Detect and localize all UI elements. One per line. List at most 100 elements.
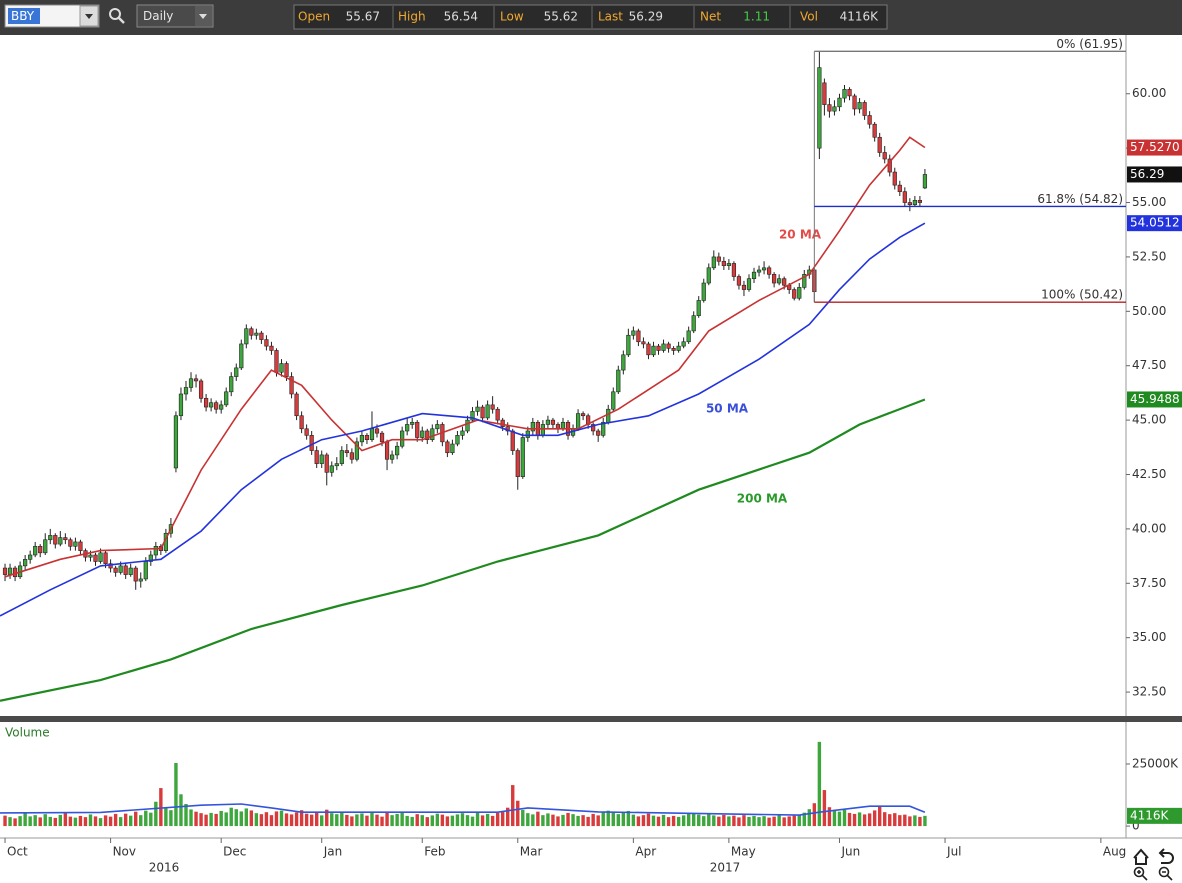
volume-bar bbox=[199, 813, 203, 827]
panel-separator bbox=[0, 716, 1182, 722]
candle-body bbox=[279, 363, 284, 373]
x-tick-label: Mar bbox=[520, 845, 543, 859]
candle-body bbox=[681, 341, 686, 347]
volume-bar bbox=[717, 816, 721, 827]
home-button[interactable] bbox=[1133, 848, 1149, 865]
candle-body bbox=[23, 559, 28, 567]
candle-body bbox=[314, 450, 319, 464]
candle-body bbox=[324, 454, 329, 473]
x-tick-label: Nov bbox=[113, 845, 136, 859]
search-button[interactable] bbox=[109, 8, 125, 24]
candle-body bbox=[369, 428, 375, 440]
volume-bar bbox=[862, 814, 867, 827]
series-label: 20 MA bbox=[779, 228, 822, 242]
undo-button[interactable] bbox=[1158, 848, 1174, 864]
candle-body bbox=[691, 315, 696, 332]
candle-body bbox=[616, 369, 621, 393]
y-tick-label: 32.50 bbox=[1132, 685, 1166, 699]
panel-title: Volume bbox=[5, 726, 50, 740]
volume-bar bbox=[254, 813, 259, 827]
dropdown-arrow bbox=[85, 14, 93, 19]
candle-body bbox=[354, 441, 360, 460]
volume-bar bbox=[506, 807, 510, 827]
volume-bar bbox=[817, 741, 822, 827]
y-tick-label: 50.00 bbox=[1132, 304, 1166, 318]
candle-body bbox=[63, 537, 68, 541]
candle-body bbox=[33, 545, 38, 556]
volume-bar bbox=[440, 814, 445, 827]
volume-bar bbox=[8, 817, 12, 827]
zoom-icon bbox=[1137, 870, 1148, 881]
candle-body bbox=[847, 89, 852, 97]
volume-bar bbox=[541, 815, 545, 827]
candle-body bbox=[686, 330, 691, 343]
volume-bar bbox=[430, 815, 435, 827]
candle-body bbox=[344, 450, 349, 454]
volume-bar bbox=[646, 813, 651, 827]
candle-body bbox=[460, 430, 465, 436]
candle-body bbox=[792, 289, 797, 299]
volume-bar bbox=[375, 814, 379, 827]
volume-bar bbox=[33, 815, 37, 827]
value-box bbox=[1127, 391, 1182, 408]
volume-bar bbox=[702, 816, 706, 827]
volume-bar bbox=[284, 813, 289, 827]
x-tick-label: Jan bbox=[323, 845, 343, 859]
moving-average-line bbox=[0, 398, 926, 702]
volume-bar bbox=[415, 814, 419, 827]
volume-bar bbox=[747, 816, 751, 827]
volume-bar bbox=[450, 815, 455, 827]
candle-body bbox=[173, 415, 179, 469]
volume-bar bbox=[269, 815, 274, 827]
candle-body bbox=[641, 341, 646, 345]
zoom-in-button[interactable] bbox=[1133, 866, 1148, 881]
candle-body bbox=[857, 102, 862, 110]
candle-body bbox=[907, 202, 912, 206]
candle-body bbox=[540, 424, 545, 436]
candle-body bbox=[520, 437, 525, 477]
volume-bar bbox=[244, 808, 249, 827]
candle-body bbox=[817, 67, 822, 149]
candle-body bbox=[209, 402, 214, 408]
candle-body bbox=[309, 435, 314, 451]
candle-body bbox=[772, 274, 777, 284]
volume-bar bbox=[93, 816, 98, 827]
volume-bar bbox=[43, 814, 47, 827]
candle-body bbox=[405, 424, 410, 432]
volume-bar bbox=[681, 815, 686, 827]
volume-bar bbox=[83, 817, 88, 827]
candle-body bbox=[867, 115, 872, 125]
volume-bar bbox=[134, 811, 138, 827]
candle-body bbox=[78, 541, 83, 551]
x-tick-label: Aug bbox=[1103, 845, 1126, 859]
volume-bar bbox=[847, 812, 852, 827]
candle-body bbox=[525, 430, 530, 438]
volume-bar bbox=[224, 812, 228, 827]
volume-bar bbox=[782, 817, 786, 827]
volume-bar bbox=[405, 815, 409, 827]
candle-body bbox=[832, 106, 837, 112]
volume-bar bbox=[23, 812, 27, 827]
volume-bar bbox=[852, 813, 857, 827]
volume-bar bbox=[762, 816, 766, 827]
last-price-box bbox=[1127, 166, 1182, 183]
volume-bar bbox=[400, 812, 404, 827]
volume-bar bbox=[656, 816, 661, 827]
candle-body bbox=[234, 367, 239, 377]
volume-bar bbox=[239, 811, 243, 827]
volume-bar bbox=[410, 816, 414, 827]
zoom-out-button[interactable] bbox=[1158, 866, 1173, 881]
volume-bar bbox=[812, 803, 817, 827]
volume-bar bbox=[581, 815, 585, 827]
quote-label: Vol bbox=[800, 10, 818, 24]
volume-bar bbox=[913, 815, 917, 827]
volume-bar bbox=[63, 813, 68, 827]
volume-bar bbox=[335, 814, 339, 827]
interval-select[interactable] bbox=[136, 4, 214, 28]
volume-bar bbox=[742, 815, 746, 827]
candle-body bbox=[485, 404, 490, 419]
quote-value: 4116K bbox=[840, 10, 880, 24]
volume-bar bbox=[697, 814, 701, 827]
